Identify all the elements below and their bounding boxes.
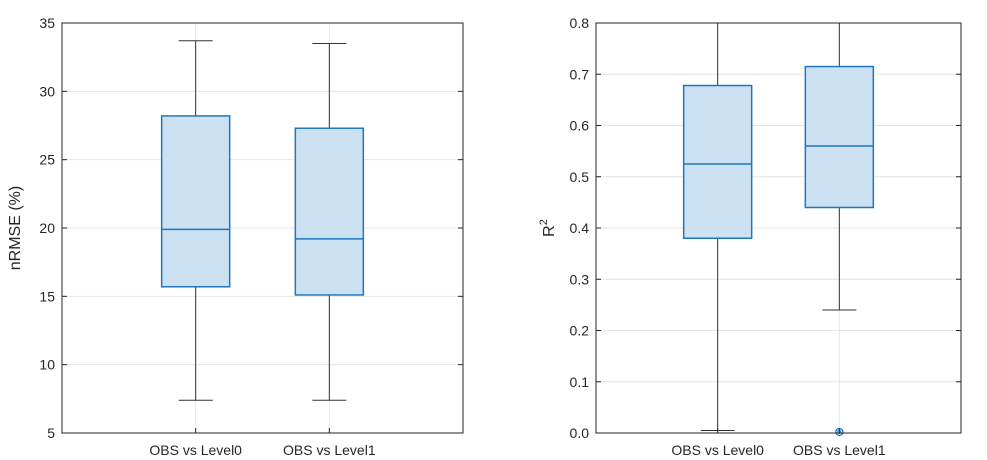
x-tick-label: OBS vs Level1 (793, 442, 886, 458)
box-2 (804, 22, 875, 437)
iqr-box (160, 115, 231, 288)
y-tick-label: 0.8 (570, 15, 590, 31)
box-2 (294, 43, 365, 401)
x-tick-label: OBS vs Level0 (149, 442, 242, 458)
x-tick-label: OBS vs Level1 (283, 442, 376, 458)
y-tick-label: 10 (39, 357, 55, 373)
y-tick-label: 0.0 (570, 425, 590, 441)
y-tick-label: 35 (39, 15, 55, 31)
iqr-box (804, 65, 875, 209)
y-tick-label: 30 (39, 83, 55, 99)
y-tick-label: 0.6 (570, 118, 590, 134)
r2-boxplot-panel: 0.0 0.1 0.2 0.3 0.4 0.5 0.6 0.7 0.8 OBS vs Level0… (538, 15, 962, 458)
y-tick-label: 0.1 (570, 374, 590, 390)
y-tick-label: 0.5 (570, 169, 590, 185)
y-tick-label: 15 (39, 288, 55, 304)
box-1 (160, 40, 231, 401)
y-tick-label: 20 (39, 220, 55, 236)
iqr-box (294, 127, 365, 296)
x-tick-label: OBS vs Level0 (671, 442, 764, 458)
y-tick-label: 0.4 (570, 220, 590, 236)
y-axis-label: nRMSE (%) (7, 186, 24, 270)
box-1 (682, 22, 753, 431)
y-axis-label-base: R (541, 225, 558, 237)
y-tick-label: 0.7 (570, 66, 590, 82)
y-axis-label: R2 (538, 219, 558, 237)
y-tick-label: 0.2 (570, 323, 590, 339)
y-tick-label: 25 (39, 152, 55, 168)
iqr-box (682, 84, 753, 240)
y-axis-label-superscript: 2 (538, 219, 550, 225)
y-tick-label: 5 (47, 425, 55, 441)
nrmse-boxplot-panel: 5 10 15 20 25 30 35 OBS vs Level0 OBS vs Level1 n… (7, 15, 464, 458)
y-tick-label: 0.3 (570, 271, 590, 287)
